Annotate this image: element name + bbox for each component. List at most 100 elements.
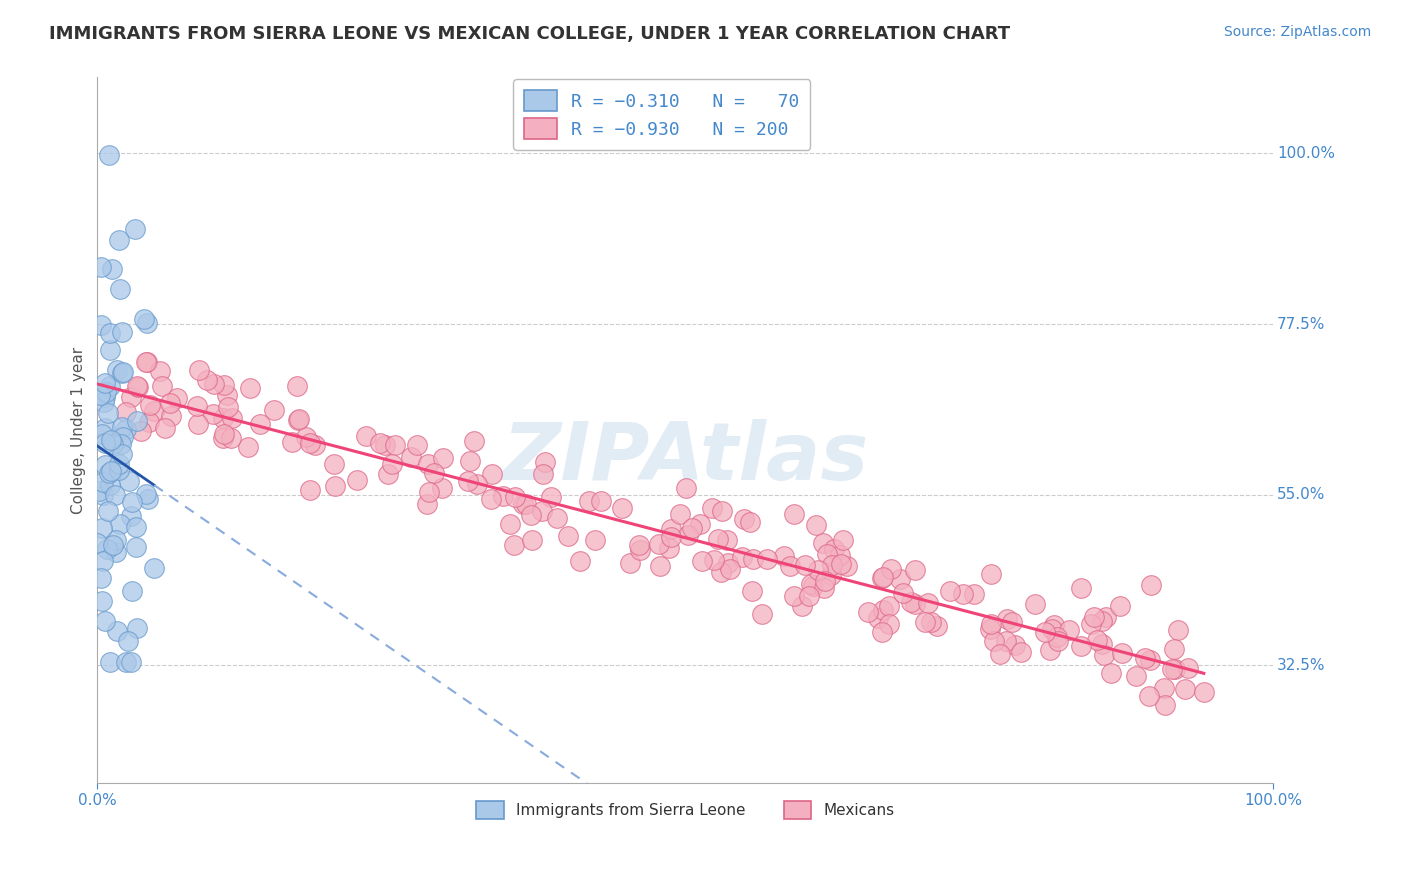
Point — [1177, 661, 1199, 675]
Point — [160, 409, 183, 424]
Point — [830, 557, 852, 571]
Point — [1001, 615, 1024, 629]
Point — [1080, 617, 1102, 632]
Point — [129, 424, 152, 438]
Point — [111, 420, 134, 434]
Point — [658, 541, 681, 556]
Point — [820, 567, 842, 582]
Point — [105, 624, 128, 638]
Point — [710, 565, 733, 579]
Point — [1125, 669, 1147, 683]
Point — [995, 633, 1018, 648]
Point — [458, 453, 481, 467]
Point — [627, 538, 650, 552]
Point — [132, 312, 155, 326]
Point — [219, 431, 242, 445]
Point — [93, 475, 115, 490]
Point — [578, 493, 600, 508]
Point — [531, 503, 554, 517]
Point — [93, 395, 115, 409]
Point — [675, 482, 697, 496]
Point — [91, 521, 114, 535]
Point — [1108, 599, 1130, 614]
Point — [676, 527, 699, 541]
Point — [690, 554, 713, 568]
Point — [94, 614, 117, 628]
Point — [187, 363, 209, 377]
Point — [384, 438, 406, 452]
Point — [124, 222, 146, 236]
Point — [423, 466, 446, 480]
Point — [463, 434, 485, 448]
Point — [432, 451, 454, 466]
Point — [136, 355, 159, 369]
Point — [1167, 623, 1189, 637]
Point — [756, 551, 779, 566]
Point — [101, 262, 124, 277]
Point — [659, 522, 682, 536]
Point — [299, 436, 322, 450]
Point — [479, 491, 502, 506]
Point — [127, 622, 149, 636]
Text: 32.5%: 32.5% — [1277, 658, 1326, 673]
Point — [648, 558, 671, 573]
Point — [125, 520, 148, 534]
Point — [499, 517, 522, 532]
Point — [783, 589, 806, 603]
Point — [515, 497, 537, 511]
Point — [1164, 662, 1187, 676]
Point — [377, 467, 399, 482]
Point — [1004, 638, 1026, 652]
Point — [1010, 645, 1032, 659]
Point — [457, 474, 479, 488]
Point — [105, 545, 128, 559]
Point — [801, 579, 824, 593]
Point — [98, 326, 121, 341]
Point — [706, 533, 728, 547]
Point — [150, 379, 173, 393]
Point — [86, 536, 108, 550]
Point — [1085, 632, 1108, 647]
Point — [740, 515, 762, 529]
Point — [115, 405, 138, 419]
Point — [952, 586, 974, 600]
Point — [557, 529, 579, 543]
Point — [830, 548, 852, 562]
Point — [1070, 582, 1092, 596]
Point — [323, 479, 346, 493]
Point — [689, 517, 711, 532]
Point — [917, 596, 939, 610]
Point — [823, 542, 845, 557]
Text: 100.0%: 100.0% — [1277, 145, 1336, 161]
Point — [98, 343, 121, 358]
Point — [97, 466, 120, 480]
Point — [295, 430, 318, 444]
Text: 77.5%: 77.5% — [1277, 317, 1326, 332]
Point — [1046, 634, 1069, 648]
Point — [281, 435, 304, 450]
Point — [94, 385, 117, 400]
Point — [681, 520, 703, 534]
Point — [299, 483, 322, 497]
Point — [100, 434, 122, 448]
Point — [872, 570, 894, 584]
Point — [718, 562, 741, 576]
Point — [1043, 618, 1066, 632]
Point — [904, 597, 927, 611]
Point — [531, 467, 554, 481]
Point — [124, 541, 146, 555]
Point — [1039, 643, 1062, 657]
Point — [111, 325, 134, 339]
Point — [110, 517, 132, 532]
Text: 55.0%: 55.0% — [1277, 487, 1326, 502]
Point — [877, 599, 900, 614]
Point — [236, 440, 259, 454]
Point — [519, 508, 541, 522]
Point — [995, 612, 1018, 626]
Point — [773, 549, 796, 564]
Point — [1083, 609, 1105, 624]
Point — [963, 587, 986, 601]
Point — [1139, 578, 1161, 592]
Point — [166, 391, 188, 405]
Point — [212, 377, 235, 392]
